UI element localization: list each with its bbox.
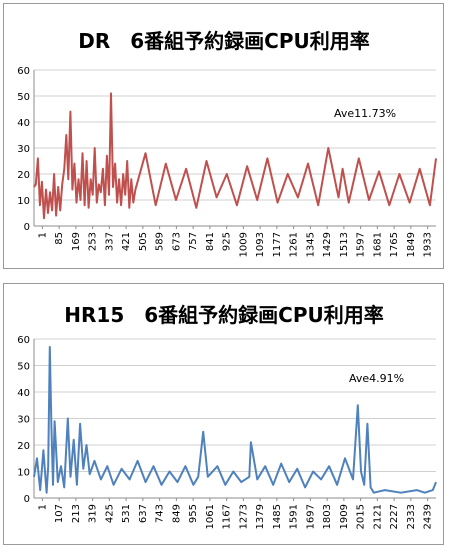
x-tick-label: 743 (155, 504, 166, 523)
x-tick-label: 337 (104, 232, 115, 251)
x-tick-label: 2333 (406, 504, 417, 529)
y-tick-label: 40 (17, 118, 30, 129)
x-tick-label: 1009 (238, 232, 249, 257)
y-tick-label: 60 (17, 66, 30, 77)
x-tick-label: 673 (171, 232, 182, 251)
x-tick-label: 1513 (339, 232, 350, 257)
y-tick-label: 0 (24, 222, 30, 233)
x-tick-label: 1681 (372, 232, 383, 257)
x-tick-label: 1167 (222, 504, 233, 529)
x-tick-label: 107 (54, 504, 65, 523)
y-tick-label: 30 (17, 144, 30, 155)
x-tick-label: 1591 (289, 504, 300, 529)
x-tick-label: 1765 (389, 232, 400, 257)
x-tick-label: 253 (88, 232, 99, 251)
y-tick-label: 50 (17, 362, 30, 373)
x-tick-label: 1379 (255, 504, 266, 529)
x-tick-label: 841 (205, 232, 216, 251)
y-tick-label: 10 (17, 196, 30, 207)
y-tick-label: 60 (17, 335, 30, 346)
x-tick-label: 2439 (423, 504, 434, 529)
x-tick-label: 2015 (356, 504, 367, 529)
x-tick-label: 955 (188, 504, 199, 523)
x-tick-label: 1061 (205, 504, 216, 529)
y-tick-label: 20 (17, 170, 30, 181)
x-tick-label: 637 (138, 504, 149, 523)
x-tick-label: 589 (155, 232, 166, 251)
x-tick-label: 1093 (255, 232, 266, 257)
x-tick-label: 1933 (423, 232, 434, 257)
x-tick-label: 1597 (356, 232, 367, 257)
x-tick-label: 421 (121, 232, 132, 251)
chart-hr15-svg: HR15 6番組予約録画CPU利用率 0 10 20 30 40 50 60 1 107 213 3… (17, 303, 437, 529)
x-tick-label: 757 (188, 232, 199, 251)
x-tick-label: 531 (121, 504, 132, 523)
x-tick-label: 1345 (305, 232, 316, 257)
x-tick-label: 319 (88, 504, 99, 523)
x-tick-label: 2121 (372, 504, 383, 529)
x-tick-label: 1 (37, 232, 48, 238)
average-annotation: Ave4.91% (349, 372, 404, 385)
chart-dr-svg: DR 6番組予約録画CPU利用率 0 10 20 30 40 50 60 1 85 169 253 3… (17, 29, 437, 257)
x-tick-label: 213 (71, 504, 82, 523)
chart-title: HR15 6番組予約録画CPU利用率 (64, 303, 383, 327)
x-tick-label: 425 (104, 504, 115, 523)
x-tick-label: 1803 (322, 504, 333, 529)
x-tick-label: 505 (138, 232, 149, 251)
average-annotation: Ave11.73% (334, 107, 396, 120)
chart-dr: DR 6番組予約録画CPU利用率 0 10 20 30 40 50 60 1 85 169 253 3… (3, 3, 444, 269)
x-tick-label: 1909 (339, 504, 350, 529)
x-tick-label: 85 (54, 232, 65, 245)
x-tick-label: 849 (171, 504, 182, 523)
x-tick-label: 169 (71, 232, 82, 251)
y-tick-label: 0 (24, 494, 30, 505)
series-line (33, 346, 437, 494)
x-tick-label: 1177 (272, 232, 283, 257)
chart-hr15: HR15 6番組予約録画CPU利用率 0 10 20 30 40 50 60 1 107 213 3… (3, 283, 444, 545)
x-tick-label: 1849 (406, 232, 417, 257)
x-tick-label: 1273 (238, 504, 249, 529)
y-tick-label: 40 (17, 388, 30, 399)
y-tick-label: 10 (17, 468, 30, 479)
series-line (33, 92, 437, 220)
x-tick-label: 1485 (272, 504, 283, 529)
x-tick-label: 1 (37, 504, 48, 510)
x-tick-label: 925 (222, 232, 233, 251)
y-tick-label: 50 (17, 92, 30, 103)
x-tick-label: 2227 (389, 504, 400, 529)
x-tick-label: 1261 (289, 232, 300, 257)
y-tick-label: 30 (17, 415, 30, 426)
y-tick-label: 20 (17, 441, 30, 452)
x-tick-label: 1429 (322, 232, 333, 257)
chart-title: DR 6番組予約録画CPU利用率 (78, 29, 370, 53)
x-tick-label: 1697 (305, 504, 316, 529)
